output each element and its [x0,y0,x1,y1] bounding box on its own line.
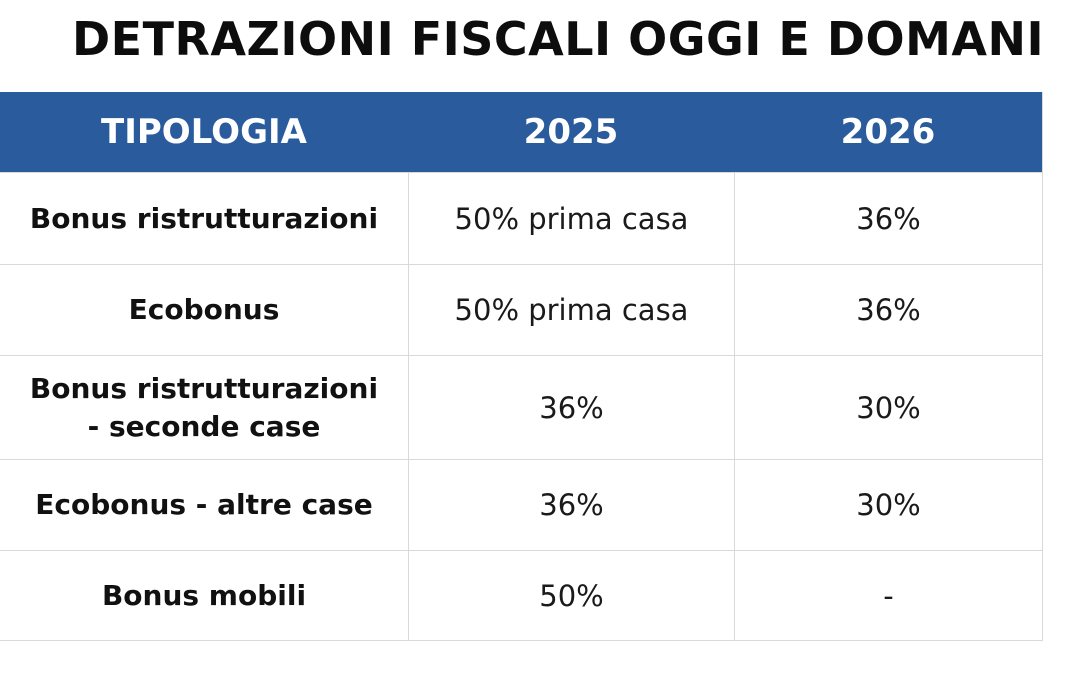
cell-tipologia: Bonus ristrutturazioni - seconde case [0,356,408,459]
cell-tipologia: Bonus ristrutturazioni [29,201,379,235]
page-title: DETRAZIONI FISCALI OGGI E DOMANI [72,12,1045,66]
header-tipologia: TIPOLOGIA [101,112,307,152]
cell-2025: 36% [408,460,734,550]
table-row: Bonus mobili 50% - [0,550,1042,640]
cell-tipologia: Bonus mobili [101,578,307,612]
cell-tipologia: Ecobonus - altre case [35,488,373,521]
cell-tipologia-line-2: - seconde case [87,409,321,443]
cell-2026: 36% [734,265,1042,355]
cell-2025: 50% [408,551,734,640]
header-2025: 2025 [523,112,619,152]
table-row: Ecobonus 50% prima casa 36% [0,264,1042,355]
table-header: TIPOLOGIA 2025 2026 [0,92,1042,172]
cell-2025: 50% prima casa [408,265,734,355]
cell-2026: 30% [734,460,1042,550]
table-row: Bonus ristrutturazioni 50% prima casa 36… [0,172,1042,264]
table-row: Bonus ristrutturazioni - seconde case 36… [0,355,1042,459]
cell-2026: - [734,551,1042,640]
cell-2026: 30% [734,356,1042,459]
table-row: Ecobonus - altre case 36% 30% [0,459,1042,550]
cell-2025: 50% prima casa [408,173,734,264]
deductions-table: TIPOLOGIA 2025 2026 Bonus ristrutturazio… [0,92,1043,641]
cell-tipologia: Ecobonus [128,293,280,326]
header-2026: 2026 [840,112,936,152]
cell-2026: 36% [734,173,1042,264]
cell-tipologia-line-1: Bonus ristrutturazioni [29,371,379,405]
cell-2025: 36% [408,356,734,459]
